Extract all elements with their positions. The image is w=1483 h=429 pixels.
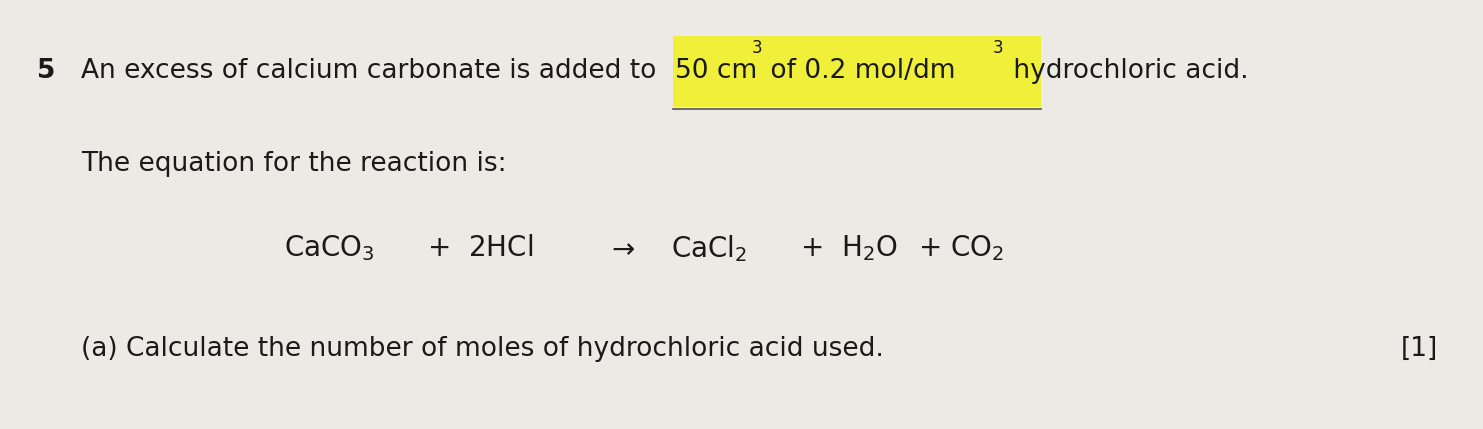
Text: (a) Calculate the number of moles of hydrochloric acid used.: (a) Calculate the number of moles of hyd… — [82, 336, 884, 362]
Text: 50 cm: 50 cm — [675, 58, 758, 85]
Text: $\mathregular{+\ CO_2}$: $\mathregular{+\ CO_2}$ — [918, 233, 1004, 263]
Text: $\mathregular{CaCO_3}$: $\mathregular{CaCO_3}$ — [285, 233, 375, 263]
Text: An excess of calcium carbonate is added to: An excess of calcium carbonate is added … — [82, 58, 655, 85]
Text: $\rightarrow$: $\rightarrow$ — [607, 234, 635, 262]
Text: $\mathregular{+\ \ 2HCl}$: $\mathregular{+\ \ 2HCl}$ — [427, 234, 534, 262]
Text: $\mathregular{+\ \ H_2O}$: $\mathregular{+\ \ H_2O}$ — [801, 233, 899, 263]
Text: 3: 3 — [994, 39, 1004, 57]
Text: 3: 3 — [752, 39, 762, 57]
Text: $\mathregular{CaCl_2}$: $\mathregular{CaCl_2}$ — [670, 233, 747, 263]
Text: The equation for the reaction is:: The equation for the reaction is: — [82, 151, 507, 177]
Text: [1]: [1] — [1400, 336, 1437, 362]
Text: 5: 5 — [37, 58, 55, 85]
FancyBboxPatch shape — [673, 36, 1041, 107]
Text: of 0.2 mol/dm: of 0.2 mol/dm — [762, 58, 955, 85]
Text: hydrochloric acid.: hydrochloric acid. — [1005, 58, 1249, 85]
